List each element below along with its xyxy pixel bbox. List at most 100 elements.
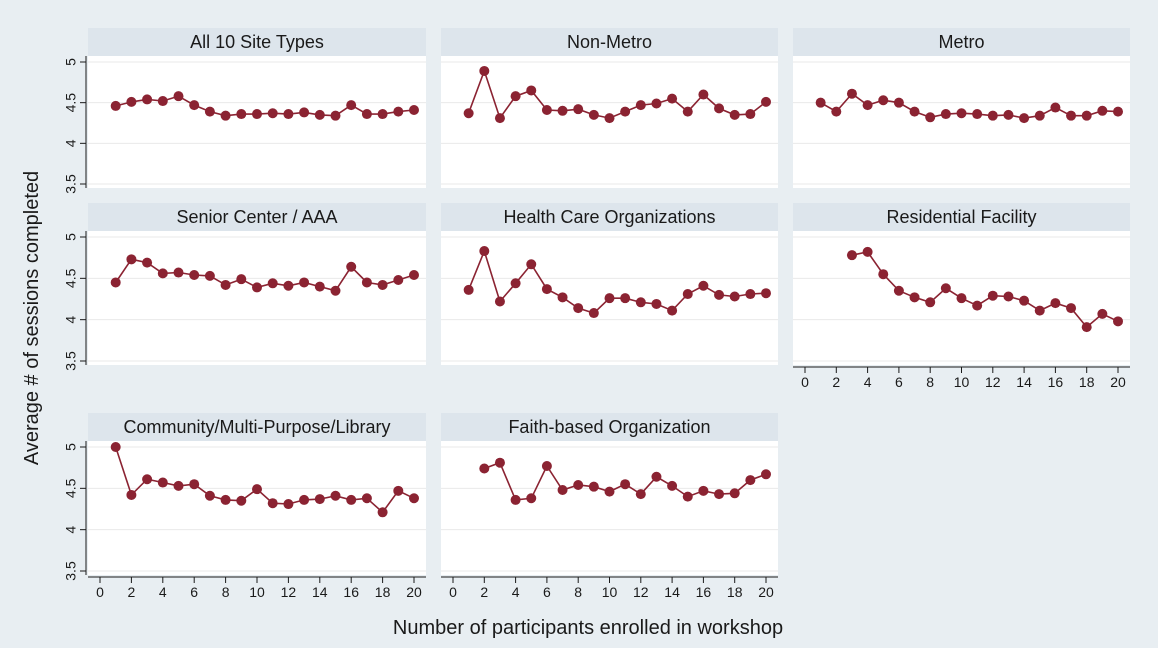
data-point	[541, 284, 552, 295]
data-point	[204, 490, 215, 501]
data-point	[1113, 316, 1123, 327]
data-point	[236, 274, 247, 285]
data-point	[494, 113, 505, 124]
data-point	[909, 292, 920, 303]
data-point	[635, 100, 646, 111]
x-tick-label: 6	[543, 584, 551, 600]
data-point	[862, 246, 873, 257]
x-tick-label: 20	[758, 584, 774, 600]
panel-faith-based-organization: Faith-based Organization	[441, 413, 778, 575]
y-tick-label: 5	[63, 58, 79, 66]
data-point	[682, 106, 693, 117]
y-axis: 3.5 4 4.5 5	[63, 231, 87, 371]
plot-area	[441, 441, 778, 575]
data-point	[494, 457, 505, 468]
data-point	[526, 85, 537, 96]
data-point	[620, 293, 631, 304]
data-point	[573, 303, 584, 314]
data-point	[925, 297, 936, 308]
data-point	[573, 480, 584, 491]
panels-layer: All 10 Site Types Non-Metro Metro Senior Ce…	[88, 28, 1130, 575]
x-tick-label: 0	[96, 584, 104, 600]
data-point	[314, 109, 325, 120]
data-point	[409, 270, 419, 281]
data-point	[330, 490, 341, 501]
x-axis-title: Number of participants enrolled in works…	[393, 617, 783, 639]
data-point	[314, 494, 325, 505]
data-point	[510, 91, 521, 102]
data-point	[846, 250, 857, 261]
data-point	[220, 279, 231, 290]
data-point	[682, 289, 693, 300]
data-point	[299, 277, 310, 288]
data-point	[714, 289, 725, 300]
x-tick-label: 16	[343, 584, 359, 600]
panel-strip	[441, 413, 778, 441]
data-point	[651, 98, 662, 109]
panel-title: Senior Center / AAA	[176, 207, 337, 227]
data-point	[346, 494, 357, 505]
data-point	[283, 499, 294, 510]
data-point	[204, 270, 215, 281]
data-point	[252, 282, 262, 293]
data-point	[157, 477, 168, 488]
data-point	[189, 100, 200, 111]
x-tick-label: 12	[985, 374, 1001, 390]
x-tick-label: 6	[895, 374, 903, 390]
data-point	[745, 289, 756, 300]
x-tick-label: 2	[480, 584, 488, 600]
panel-title: Metro	[938, 32, 984, 52]
x-tick-label: 20	[1110, 374, 1126, 390]
data-point	[588, 308, 599, 319]
y-tick-label: 4	[63, 316, 79, 324]
data-point	[1113, 106, 1123, 117]
data-point	[698, 280, 709, 291]
panel-title: Faith-based Organization	[508, 417, 710, 437]
y-tick-label: 4.5	[63, 478, 79, 498]
y-tick-label: 5	[63, 443, 79, 451]
data-point	[557, 292, 568, 303]
plot-area	[88, 441, 426, 575]
data-point	[956, 293, 967, 304]
y-tick-label: 4	[63, 526, 79, 534]
data-point	[761, 288, 771, 299]
data-point	[1097, 308, 1108, 319]
data-point	[878, 269, 889, 280]
y-tick-label: 3.5	[63, 174, 79, 194]
data-point	[1066, 303, 1077, 314]
x-tick-label: 10	[954, 374, 970, 390]
data-point	[346, 100, 357, 111]
data-point	[409, 104, 419, 115]
y-tick-label: 3.5	[63, 561, 79, 581]
data-point	[157, 96, 168, 107]
data-point	[1097, 105, 1108, 116]
data-point	[729, 291, 740, 302]
data-point	[714, 103, 725, 114]
x-tick-label: 12	[281, 584, 297, 600]
data-point	[604, 293, 615, 304]
data-point	[667, 93, 678, 104]
panel-title: Residential Facility	[886, 207, 1036, 227]
data-point	[1003, 109, 1014, 120]
x-tick-label: 4	[512, 584, 520, 600]
data-point	[173, 91, 184, 102]
data-point	[541, 461, 552, 472]
data-point	[267, 498, 278, 509]
plot-area	[88, 56, 426, 188]
axes-layer: 3.544.553.544.550 2 4 6 8 10 12 14 16 18 203.544.5…	[63, 56, 1130, 600]
data-point	[330, 110, 341, 121]
panel-senior-center-aaa: Senior Center / AAA	[88, 203, 426, 365]
data-point	[893, 97, 904, 108]
data-point	[299, 107, 310, 118]
x-tick-label: 10	[249, 584, 265, 600]
data-point	[909, 106, 920, 117]
data-point	[479, 463, 490, 474]
data-point	[1066, 110, 1077, 121]
data-point	[1050, 102, 1061, 113]
panel-strip	[793, 203, 1130, 231]
data-point	[314, 281, 325, 292]
data-point	[142, 94, 153, 105]
panel-non-metro: Non-Metro	[441, 28, 778, 188]
data-point	[761, 469, 771, 480]
